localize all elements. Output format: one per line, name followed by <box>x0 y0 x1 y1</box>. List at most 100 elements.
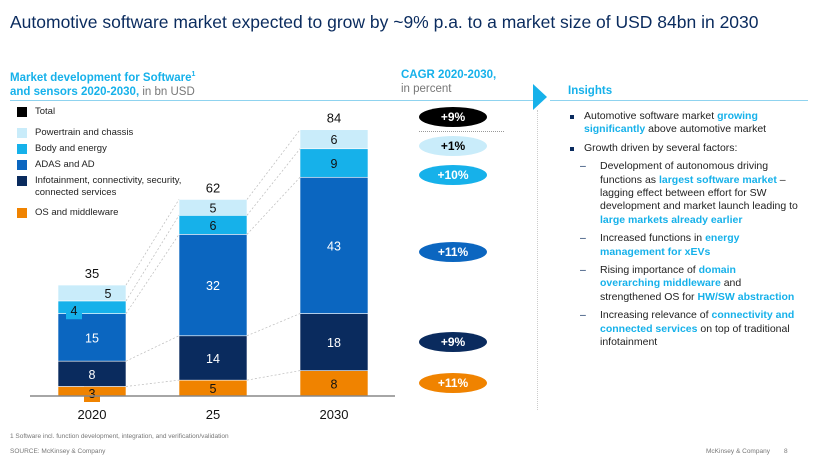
highlight-text: growing significantly <box>584 110 758 136</box>
highlight-text: energy management for xEVs <box>600 232 740 258</box>
cagr-pill: +9% <box>419 107 487 127</box>
chart-header-line2: and sensors 2020-2030, <box>10 85 140 98</box>
segment-label: 4 <box>71 304 78 318</box>
bar-segment <box>299 370 369 397</box>
segment-label: 8 <box>331 377 338 391</box>
insight-bullet: Increasing relevance of connectivity and… <box>568 309 798 349</box>
bar-segment <box>178 335 248 381</box>
legend-item: Total <box>17 106 235 118</box>
bar-segment <box>299 313 369 371</box>
connector-line <box>125 234 180 314</box>
source: SOURCE: McKinsey & Company <box>10 448 106 455</box>
insights-header: Insights <box>568 85 613 97</box>
highlight-text: large markets already earlier <box>600 213 743 226</box>
connector-line <box>246 370 301 381</box>
segment-label: 5 <box>210 382 217 396</box>
segment-label: 3 <box>89 387 96 401</box>
connector-line <box>246 313 301 337</box>
cagr-header-line2: in percent <box>401 83 452 95</box>
connector-line <box>125 335 180 362</box>
bar-segment <box>299 176 369 314</box>
page-number: 8 <box>784 448 788 455</box>
segment-label: 32 <box>206 279 220 293</box>
insight-text: Development of autonomous driving functi… <box>600 160 769 186</box>
bar-segment <box>299 129 369 150</box>
highlight-text: domain overarching middleware <box>600 264 736 290</box>
segment-label: 43 <box>327 239 341 253</box>
bar-segment <box>178 199 248 216</box>
legend-swatch <box>17 160 27 170</box>
category-label: 25 <box>206 407 220 422</box>
insight-bullet: Automotive software market growing signi… <box>568 110 798 137</box>
insight-bullet: Increased functions in energy management… <box>568 232 798 259</box>
legend-swatch <box>17 144 27 154</box>
connector-line <box>125 215 180 302</box>
connector-line <box>246 148 301 216</box>
header-rule <box>10 100 535 101</box>
highlight-text: largest software market <box>658 173 777 186</box>
legend-label: Total <box>35 106 56 117</box>
legend-label: Infotainment, connectivity, security, co… <box>35 175 182 198</box>
label-box <box>66 303 82 320</box>
bar-segment <box>299 148 369 178</box>
insight-text: and strengthened OS for <box>600 277 742 303</box>
insight-text: on top of traditional infotainment <box>600 322 790 349</box>
segment-label: 14 <box>206 352 220 366</box>
segment-label: 15 <box>85 331 99 345</box>
category-label: 2030 <box>320 407 349 422</box>
segment-label: 8 <box>89 368 96 382</box>
insight-text: Rising importance of <box>600 264 699 277</box>
chart-unit: in bn USD <box>139 85 195 98</box>
connector-line <box>246 129 301 200</box>
insight-text: Growth driven by several factors: <box>584 141 738 154</box>
footnote-marker: 1 <box>191 71 196 78</box>
connector-line <box>125 199 180 286</box>
label-box <box>84 386 100 402</box>
insight-bullet: Growth driven by several factors: <box>568 142 798 155</box>
cagr-pill: +10% <box>419 165 487 185</box>
insights-list: Automotive software market growing signi… <box>568 110 798 355</box>
total-label: 84 <box>327 111 341 126</box>
insight-text: above automotive market <box>645 123 767 136</box>
total-label: 62 <box>206 180 220 195</box>
cagr-header-line1: CAGR 2020-2030, <box>401 69 497 81</box>
bar-segment <box>178 234 248 337</box>
cagr-total-separator <box>419 131 504 132</box>
segment-label: 9 <box>331 157 338 171</box>
insight-text: – lagging effect between effort for SW d… <box>600 173 798 213</box>
divider <box>537 110 538 410</box>
brand: McKinsey & Company <box>706 448 770 455</box>
legend-swatch <box>17 208 27 218</box>
cagr-pill: +11% <box>419 373 487 393</box>
stacked-bar-chart: 3 8 15 4 5 35 2020 5 14 32 6 5 62 25 8 18 43 9 6 84 2030 <box>30 111 395 422</box>
bar-segment <box>57 284 127 302</box>
footnote: 1 Software incl. function development, i… <box>10 433 229 440</box>
cagr-header: CAGR 2020-2030, in percent <box>401 68 496 96</box>
legend-label: Body and energy <box>35 143 107 154</box>
slide-title: Automotive software market expected to g… <box>10 12 759 32</box>
category-label: 2020 <box>78 407 107 422</box>
bar-segment <box>57 313 127 362</box>
insight-text: Increased functions in <box>600 232 706 245</box>
legend-item: ADAS and AD <box>17 159 235 171</box>
legend-label: OS and middleware <box>35 207 119 218</box>
chart-header-line1: Market development for Software <box>10 71 192 84</box>
total-label: 35 <box>85 266 99 281</box>
legend-item: Body and energy <box>17 143 235 155</box>
arrow-chevron-icon <box>533 84 547 110</box>
segment-label: 6 <box>331 133 338 147</box>
cagr-pill: +1% <box>419 136 487 156</box>
cagr-pill: +11% <box>419 242 487 262</box>
chart-header: Market development for Software1 and sen… <box>10 68 195 99</box>
insight-text: Increasing relevance of <box>600 309 712 322</box>
cagr-pill: +9% <box>419 332 487 352</box>
legend-label: ADAS and AD <box>35 159 95 170</box>
segment-label: 5 <box>210 201 217 215</box>
legend-item: Powertrain and chassis <box>17 127 235 139</box>
legend-item: Infotainment, connectivity, security, co… <box>17 175 205 199</box>
legend-swatch <box>17 176 27 186</box>
connector-line <box>125 379 180 387</box>
legend-label: Powertrain and chassis <box>35 127 134 138</box>
highlight-text: connectivity and connected services <box>600 309 795 335</box>
insight-text: Automotive software market <box>584 110 718 122</box>
